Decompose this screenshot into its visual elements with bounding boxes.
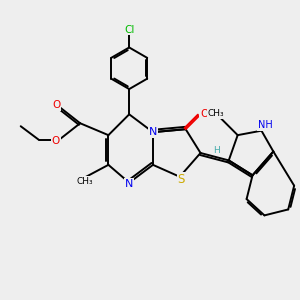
Text: Cl: Cl: [124, 25, 134, 34]
Text: CH₃: CH₃: [76, 177, 93, 186]
Text: CH₃: CH₃: [208, 109, 225, 118]
Text: H: H: [213, 146, 220, 154]
Text: O: O: [200, 109, 208, 119]
Text: S: S: [178, 173, 185, 186]
Text: O: O: [52, 100, 61, 110]
Text: N: N: [125, 179, 134, 189]
Text: O: O: [52, 136, 60, 146]
Text: NH: NH: [258, 120, 272, 130]
Text: N: N: [149, 127, 157, 137]
